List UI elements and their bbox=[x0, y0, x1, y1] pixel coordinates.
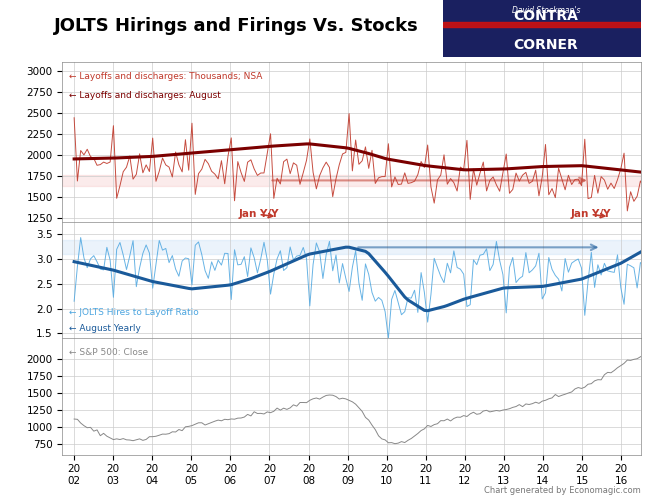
Text: ← Layoffs and discharges: Thousands; NSA: ← Layoffs and discharges: Thousands; NSA bbox=[70, 72, 263, 81]
Bar bbox=[62, 241, 641, 254]
Text: JOLTS Hirings and Firings Vs. Stocks: JOLTS Hirings and Firings Vs. Stocks bbox=[54, 17, 419, 35]
Text: ← Layoffs and discharges: August: ← Layoffs and discharges: August bbox=[70, 91, 221, 100]
Text: ← JOLTS Hires to Layoff Ratio: ← JOLTS Hires to Layoff Ratio bbox=[70, 308, 199, 317]
Text: Chart generated by Economagic.com: Chart generated by Economagic.com bbox=[484, 486, 641, 495]
Text: ← S&P 500: Close: ← S&P 500: Close bbox=[70, 348, 148, 357]
Bar bbox=[443, 22, 641, 27]
Text: David Stockman's: David Stockman's bbox=[512, 6, 580, 15]
Text: CONTRA: CONTRA bbox=[514, 9, 578, 23]
Text: ← August Yearly: ← August Yearly bbox=[70, 325, 141, 333]
Bar bbox=[62, 175, 641, 186]
Text: CORNER: CORNER bbox=[514, 38, 578, 52]
Text: Jan Y/Y: Jan Y/Y bbox=[238, 209, 279, 220]
Text: Jan Y/Y: Jan Y/Y bbox=[570, 209, 611, 220]
